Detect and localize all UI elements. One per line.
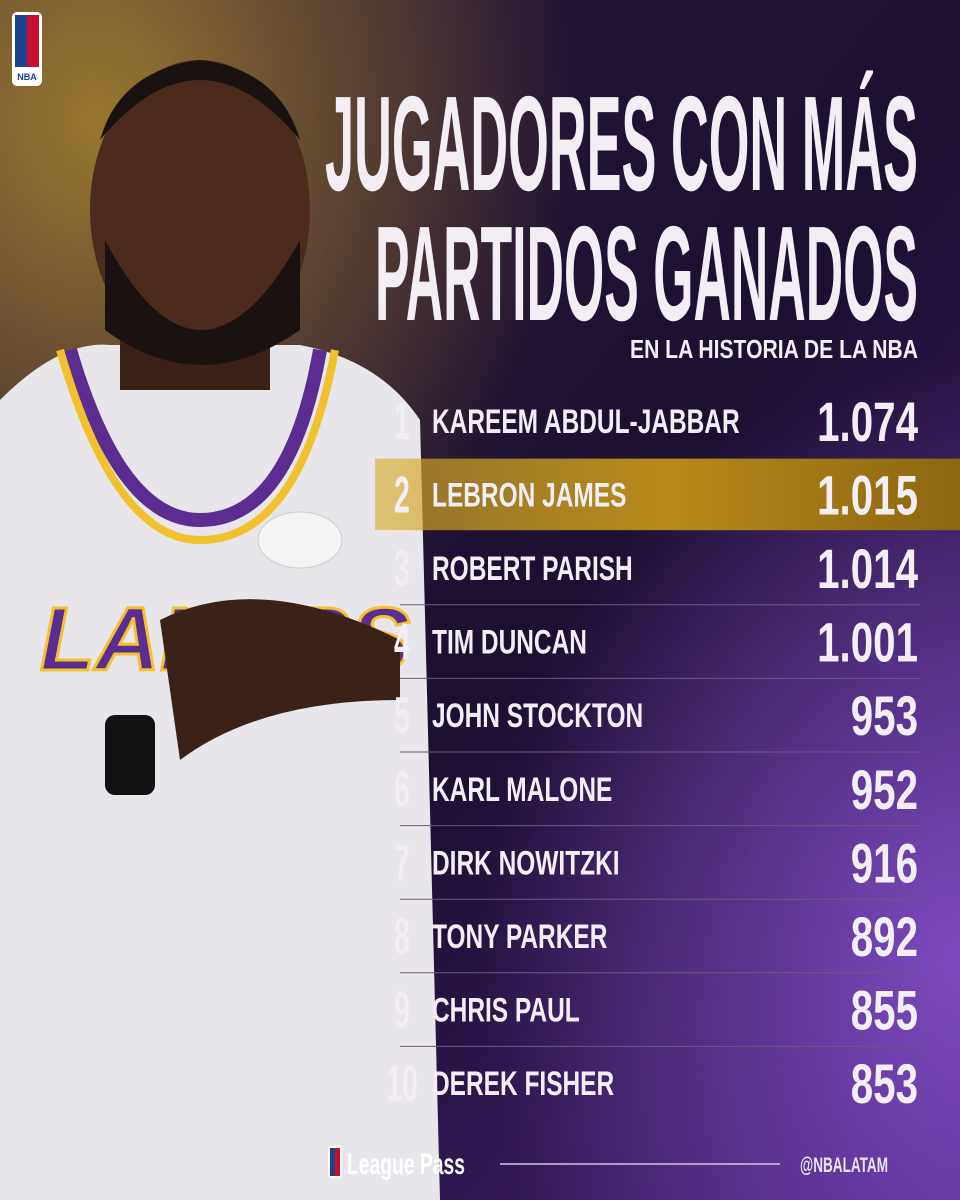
rank: 6 xyxy=(394,760,410,818)
league-pass-icon xyxy=(335,1148,340,1176)
rank: 8 xyxy=(394,907,410,965)
rank: 5 xyxy=(394,686,410,744)
subtitle: EN LA HISTORIA DE LA NBA xyxy=(630,334,918,364)
rank: 2 xyxy=(394,465,410,523)
player-name: TIM DUNCAN xyxy=(432,624,587,662)
wins: 1.014 xyxy=(817,539,918,601)
player-name: KAREEM ABDUL-JABBAR xyxy=(432,403,740,441)
player-name: LEBRON JAMES xyxy=(432,477,626,515)
rank: 10 xyxy=(386,1054,418,1112)
player-name: JOHN STOCKTON xyxy=(432,697,643,735)
rank: 1 xyxy=(394,392,410,450)
logo-text: NBA xyxy=(17,72,37,82)
title-line: PARTIDOS GANADOS xyxy=(375,198,918,349)
wins: 1.015 xyxy=(817,465,918,527)
rank: 4 xyxy=(394,613,410,671)
rank: 9 xyxy=(394,981,410,1039)
rank: 7 xyxy=(394,833,410,891)
wins: 953 xyxy=(851,686,918,748)
league-pass-icon xyxy=(330,1148,335,1176)
footer-brand: League Pass xyxy=(347,1148,465,1181)
footer-handle: @NBALATAM xyxy=(800,1154,888,1177)
nba-logo: NBA xyxy=(12,12,42,86)
player-name: CHRIS PAUL xyxy=(432,992,580,1030)
title-line: JUGADORES CON MÁS xyxy=(325,68,918,219)
highlight-band xyxy=(375,458,960,531)
rank: 3 xyxy=(394,539,410,597)
wins: 916 xyxy=(851,833,918,895)
player-name: DIRK NOWITZKI xyxy=(432,845,620,883)
player-name: DEREK FISHER xyxy=(432,1065,614,1103)
footer-text: DISFRUTA DE TODOS LOS PARTIDOS EN xyxy=(70,1155,320,1177)
player: LAKERS xyxy=(0,60,440,1200)
player-name: ROBERT PARISH xyxy=(432,550,633,588)
player-name: KARL MALONE xyxy=(432,771,612,809)
wins: 1.001 xyxy=(817,612,918,674)
wins: 892 xyxy=(851,907,918,969)
wins: 1.074 xyxy=(817,391,918,453)
ranking-table: 1 KAREEM ABDUL-JABBAR 1.074 2 LEBRON JAMES 1.… xyxy=(375,391,960,1116)
wins: 853 xyxy=(851,1054,918,1116)
wins: 855 xyxy=(851,980,918,1042)
wins: 952 xyxy=(851,759,918,821)
player-name: TONY PARKER xyxy=(432,918,607,956)
